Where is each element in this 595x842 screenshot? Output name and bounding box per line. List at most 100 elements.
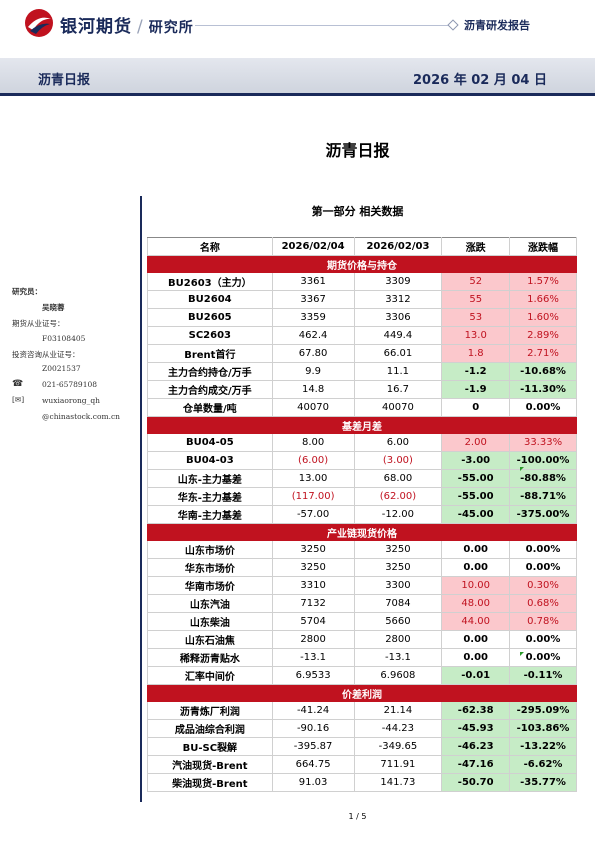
prev-cell: (3.00): [353, 451, 443, 470]
researcher-label: 研究员：: [12, 287, 42, 296]
pct-cell: 2.71%: [509, 344, 577, 363]
section-header: 基差月差: [147, 416, 577, 434]
pct-cell: 0.68%: [509, 594, 577, 613]
change-cell: -45.00: [441, 505, 511, 524]
prev-cell: 11.1: [353, 362, 443, 381]
name-cell: 山东市场价: [147, 540, 273, 559]
today-cell: 3250: [271, 540, 355, 559]
email-domain: @chinastock.com.cn: [42, 412, 120, 421]
pct-cell: 0.30%: [509, 576, 577, 595]
name-cell: BU2605: [147, 308, 273, 327]
change-cell: 0: [441, 398, 511, 417]
prev-cell: 40070: [353, 398, 443, 417]
name-cell: 山东-主力基差: [147, 469, 273, 488]
table-header-row: 名称 2026/02/04 2026/02/03 涨跌 涨跌幅: [147, 237, 577, 256]
table-row: 主力合约成交/万手 14.8 16.7 -1.9 -11.30%: [147, 380, 577, 399]
table-row: BU2603（主力） 3361 3309 52 1.57%: [147, 272, 577, 291]
change-cell: 2.00: [441, 433, 511, 452]
table-row: 山东市场价 3250 3250 0.00 0.00%: [147, 540, 577, 559]
change-cell: 55: [441, 290, 511, 309]
futures-cert-label: 期货从业证号：: [12, 319, 65, 328]
table-row: 成品油综合利润 -90.16 -44.23 -45.93 -103.86%: [147, 719, 577, 738]
table-row: 仓单数量/吨 40070 40070 0 0.00%: [147, 398, 577, 417]
prev-cell: 7084: [353, 594, 443, 613]
cell-marker: [520, 467, 524, 471]
pct-cell: -295.09%: [509, 701, 577, 720]
change-cell: 0.00: [441, 540, 511, 559]
change-cell: 13.0: [441, 326, 511, 345]
mail-icon: [✉]: [12, 395, 25, 404]
today-cell: 664.75: [271, 755, 355, 774]
col-header: 涨跌幅: [509, 237, 577, 256]
section-title: 第一部分 相关数据: [311, 205, 404, 218]
prev-cell: 3309: [353, 272, 443, 291]
today-cell: 8.00: [271, 433, 355, 452]
today-cell: (117.00): [271, 487, 355, 506]
header-divider: [195, 25, 455, 26]
invest-cert: Z0021537: [42, 364, 81, 373]
today-cell: 14.8: [271, 380, 355, 399]
today-cell: 462.4: [271, 326, 355, 345]
pct-cell: -35.77%: [509, 773, 577, 792]
name-cell: BU2603（主力）: [147, 272, 273, 291]
today-cell: 3367: [271, 290, 355, 309]
table-row: 华南市场价 3310 3300 10.00 0.30%: [147, 576, 577, 595]
today-cell: 9.9: [271, 362, 355, 381]
today-cell: (6.00): [271, 451, 355, 470]
table-row: BU04-03 (6.00) (3.00) -3.00 -100.00%: [147, 451, 577, 470]
table-row: 山东汽油 7132 7084 48.00 0.68%: [147, 594, 577, 613]
change-cell: 10.00: [441, 576, 511, 595]
band-title: 沥青日报: [38, 73, 91, 88]
change-cell: -47.16: [441, 755, 511, 774]
name-cell: 华东市场价: [147, 558, 273, 577]
table-body: 期货价格与持仓 BU2603（主力） 3361 3309 52 1.57% BU2604 33…: [147, 255, 577, 792]
col-header: 2026/02/03: [353, 237, 443, 256]
today-cell: 91.03: [271, 773, 355, 792]
section-header-row: 产业链现货价格: [147, 523, 577, 541]
change-cell: -46.23: [441, 737, 511, 756]
galaxy-logo-icon: [25, 9, 53, 37]
prev-cell: 3250: [353, 558, 443, 577]
today-cell: 7132: [271, 594, 355, 613]
name-cell: SC2603: [147, 326, 273, 345]
vertical-divider: [140, 196, 142, 802]
name-cell: 成品油综合利润: [147, 719, 273, 738]
today-cell: -57.00: [271, 505, 355, 524]
pct-cell: -80.88%: [509, 469, 577, 488]
name-cell: 稀释沥青贴水: [147, 648, 273, 667]
pct-cell: 0.00%: [509, 540, 577, 559]
prev-cell: 141.73: [353, 773, 443, 792]
prev-cell: 3300: [353, 576, 443, 595]
prev-cell: 6.9608: [353, 666, 443, 685]
email-user: wuxiaorong_qh: [42, 396, 100, 405]
prev-cell: 68.00: [353, 469, 443, 488]
col-header: 名称: [147, 237, 273, 256]
invest-cert-label: 投资咨询从业证号：: [12, 350, 80, 359]
name-cell: 汽油现货-Brent: [147, 755, 273, 774]
prev-cell: 21.14: [353, 701, 443, 720]
prev-cell: 6.00: [353, 433, 443, 452]
today-cell: 5704: [271, 612, 355, 631]
pct-cell: -11.30%: [509, 380, 577, 399]
table-row: SC2603 462.4 449.4 13.0 2.89%: [147, 326, 577, 345]
pct-cell: -375.00%: [509, 505, 577, 524]
name-cell: BU-SC裂解: [147, 737, 273, 756]
table-row: BU04-05 8.00 6.00 2.00 33.33%: [147, 433, 577, 452]
prev-cell: 3312: [353, 290, 443, 309]
table-row: 华东-主力基差 (117.00) (62.00) -55.00 -88.71%: [147, 487, 577, 506]
researcher-name: 吴晓蓉: [42, 303, 65, 312]
today-cell: 13.00: [271, 469, 355, 488]
diamond-icon: [447, 19, 459, 31]
prev-cell: 66.01: [353, 344, 443, 363]
table-row: 山东柴油 5704 5660 44.00 0.78%: [147, 612, 577, 631]
table-row: 汇率中间价 6.9533 6.9608 -0.01 -0.11%: [147, 666, 577, 685]
pct-cell: -100.00%: [509, 451, 577, 470]
change-cell: 1.8: [441, 344, 511, 363]
today-cell: 6.9533: [271, 666, 355, 685]
change-cell: -1.2: [441, 362, 511, 381]
today-cell: 3310: [271, 576, 355, 595]
pct-cell: 33.33%: [509, 433, 577, 452]
change-cell: -62.38: [441, 701, 511, 720]
pct-cell: -103.86%: [509, 719, 577, 738]
data-table: 名称 2026/02/04 2026/02/03 涨跌 涨跌幅 期货价格与持仓 B…: [147, 237, 577, 792]
